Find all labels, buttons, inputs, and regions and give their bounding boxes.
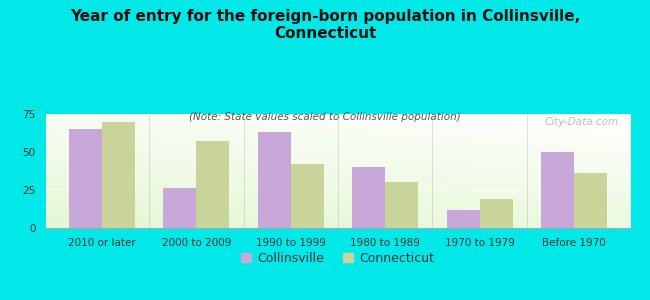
Bar [196, 141, 229, 228]
Bar [447, 210, 480, 228]
Bar [352, 167, 385, 228]
Bar [291, 164, 324, 228]
Text: City-Data.com: City-Data.com [545, 117, 619, 128]
Bar [163, 188, 196, 228]
Bar [574, 173, 607, 228]
Bar [480, 199, 513, 228]
Bar [69, 129, 102, 228]
Text: Year of entry for the foreign-born population in Collinsville,
Connecticut: Year of entry for the foreign-born popul… [70, 9, 580, 41]
Bar [102, 122, 135, 228]
Legend: Collinsville, Connecticut: Collinsville, Connecticut [237, 247, 439, 270]
Text: (Note: State values scaled to Collinsville population): (Note: State values scaled to Collinsvil… [189, 112, 461, 122]
Bar [385, 182, 418, 228]
Bar [258, 132, 291, 228]
Bar [541, 152, 574, 228]
